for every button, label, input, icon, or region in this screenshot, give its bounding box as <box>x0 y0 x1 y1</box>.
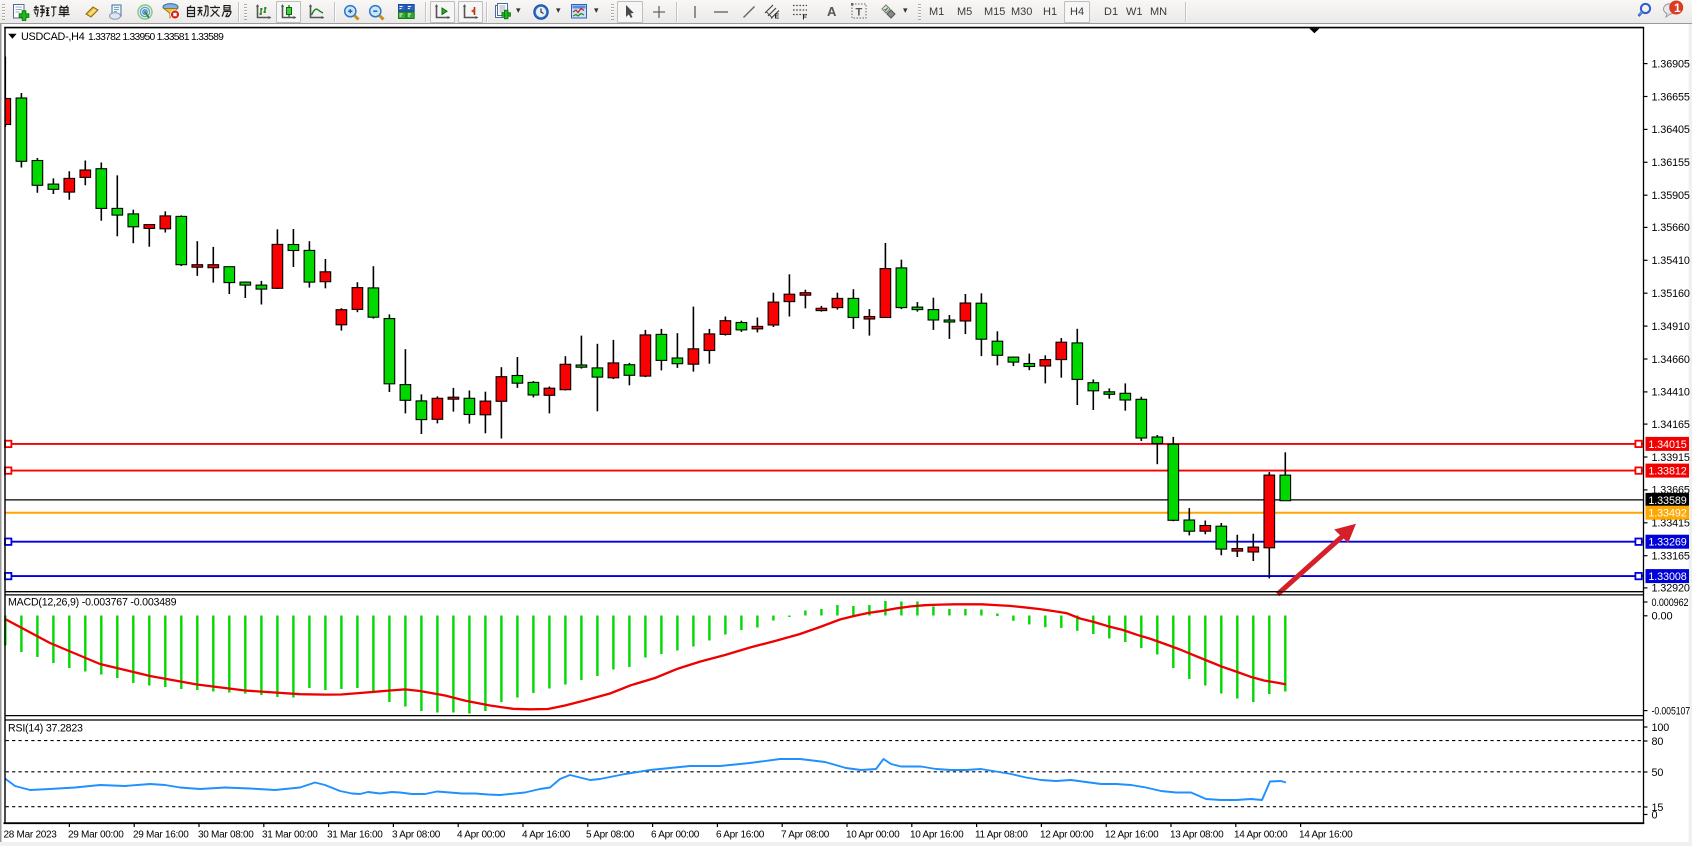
svg-text:12 Apr 00:00: 12 Apr 00:00 <box>1040 830 1094 841</box>
svg-text:5 Apr 08:00: 5 Apr 08:00 <box>586 830 635 841</box>
svg-text:1.35660: 1.35660 <box>1652 222 1690 234</box>
svg-text:4 Apr 00:00: 4 Apr 00:00 <box>457 830 506 841</box>
svg-text:12 Apr 16:00: 12 Apr 16:00 <box>1105 830 1159 841</box>
svg-text:1.36155: 1.36155 <box>1652 157 1690 169</box>
svg-text:50: 50 <box>1652 767 1664 779</box>
svg-text:1.35160: 1.35160 <box>1652 288 1690 300</box>
svg-text:1.33812: 1.33812 <box>1648 466 1686 478</box>
svg-text:10 Apr 00:00: 10 Apr 00:00 <box>846 830 900 841</box>
svg-text:1.34410: 1.34410 <box>1652 387 1690 399</box>
svg-text:0.000962: 0.000962 <box>1652 597 1689 609</box>
svg-text:1.36905: 1.36905 <box>1652 58 1690 70</box>
svg-text:1.36405: 1.36405 <box>1652 124 1690 136</box>
svg-text:29 Mar 16:00: 29 Mar 16:00 <box>133 830 189 841</box>
svg-text:1.35410: 1.35410 <box>1652 255 1690 267</box>
svg-text:3 Apr 08:00: 3 Apr 08:00 <box>392 830 441 841</box>
svg-text:1.34660: 1.34660 <box>1652 354 1690 366</box>
svg-text:28 Mar 2023: 28 Mar 2023 <box>4 830 58 841</box>
svg-text:E: E <box>775 14 780 21</box>
svg-text:6 Apr 16:00: 6 Apr 16:00 <box>716 830 765 841</box>
svg-text:31 Mar 16:00: 31 Mar 16:00 <box>327 830 383 841</box>
svg-text:MACD(12,26,9) -0.003767 -0.003: MACD(12,26,9) -0.003767 -0.003489 <box>8 597 177 609</box>
svg-text:31 Mar 00:00: 31 Mar 00:00 <box>262 830 318 841</box>
svg-text:29 Mar 00:00: 29 Mar 00:00 <box>68 830 124 841</box>
svg-text:1: 1 <box>1674 1 1681 15</box>
svg-text:80: 80 <box>1652 736 1664 748</box>
svg-text:-0.005107: -0.005107 <box>1652 705 1691 717</box>
svg-text:1.33165: 1.33165 <box>1652 551 1690 563</box>
svg-text:1.32920: 1.32920 <box>1652 583 1690 595</box>
svg-text:13 Apr 08:00: 13 Apr 08:00 <box>1170 830 1224 841</box>
svg-text:1.35905: 1.35905 <box>1652 190 1690 202</box>
svg-text:4 Apr 16:00: 4 Apr 16:00 <box>522 830 571 841</box>
svg-text:1.34165: 1.34165 <box>1652 419 1690 431</box>
svg-text:11 Apr 08:00: 11 Apr 08:00 <box>975 830 1028 841</box>
svg-text:1.33269: 1.33269 <box>1648 537 1686 549</box>
svg-text:14 Apr 00:00: 14 Apr 00:00 <box>1234 830 1288 841</box>
svg-text:30 Mar 08:00: 30 Mar 08:00 <box>198 830 254 841</box>
svg-text:1.34910: 1.34910 <box>1652 321 1690 333</box>
svg-text:1.36655: 1.36655 <box>1652 91 1690 103</box>
svg-text:100: 100 <box>1652 722 1670 734</box>
svg-text:T: T <box>856 7 863 19</box>
svg-text:0: 0 <box>1652 809 1658 821</box>
svg-text:7 Apr 08:00: 7 Apr 08:00 <box>781 830 830 841</box>
svg-text:1.33415: 1.33415 <box>1652 518 1690 530</box>
svg-text:1.33915: 1.33915 <box>1652 452 1690 464</box>
svg-text:F: F <box>803 15 808 22</box>
svg-text:0.00: 0.00 <box>1652 611 1673 623</box>
svg-text:1.33008: 1.33008 <box>1648 571 1686 583</box>
svg-text:6 Apr 00:00: 6 Apr 00:00 <box>651 830 700 841</box>
svg-text:15: 15 <box>1652 802 1664 814</box>
svg-text:14 Apr 16:00: 14 Apr 16:00 <box>1299 830 1353 841</box>
svg-text:RSI(14) 37.2823: RSI(14) 37.2823 <box>8 723 83 735</box>
svg-text:1.33782 1.33950 1.33581 1.3358: 1.33782 1.33950 1.33581 1.33589 <box>88 32 224 43</box>
svg-text:USDCAD-,H4: USDCAD-,H4 <box>21 31 85 43</box>
svg-text:10 Apr 16:00: 10 Apr 16:00 <box>910 830 964 841</box>
svg-text:1.34015: 1.34015 <box>1648 439 1686 451</box>
svg-text:1.33492: 1.33492 <box>1648 508 1686 520</box>
svg-text:1.33589: 1.33589 <box>1648 495 1686 507</box>
